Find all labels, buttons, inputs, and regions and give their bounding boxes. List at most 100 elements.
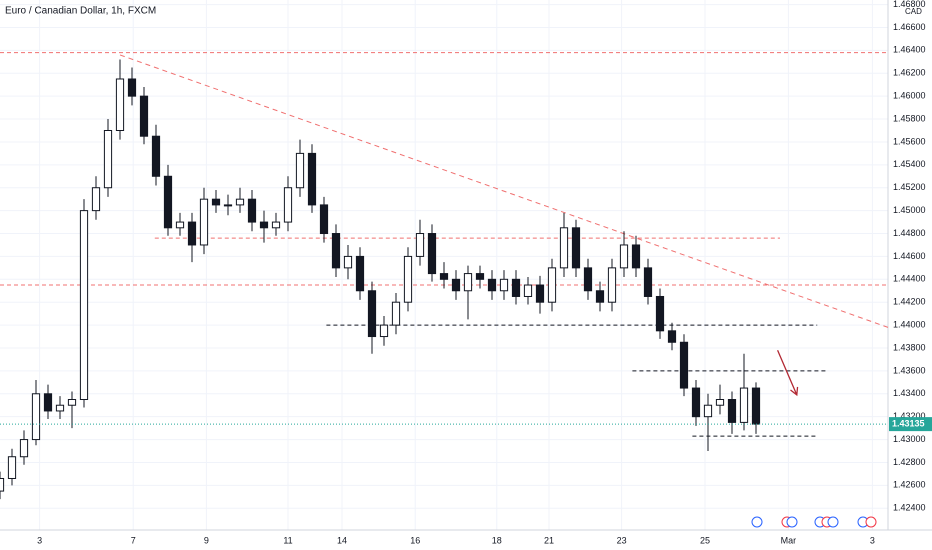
- candle-body: [55, 404, 65, 412]
- x-tick-label: 16: [410, 535, 420, 545]
- y-tick-label: 1.44000: [893, 319, 926, 329]
- y-tick-label: 1.46000: [893, 91, 926, 101]
- candle-body: [247, 198, 257, 223]
- candle-body: [415, 233, 425, 257]
- candle-body: [0, 477, 5, 492]
- last-price-label: 1.43135: [892, 418, 925, 428]
- candle-body: [103, 129, 113, 189]
- candle-body: [79, 210, 89, 401]
- candle-body: [199, 198, 209, 246]
- candle-body: [91, 187, 101, 212]
- candle-body: [403, 255, 413, 303]
- y-tick-label: 1.44200: [893, 297, 926, 307]
- candle-body: [499, 278, 509, 292]
- candle-body: [307, 152, 317, 206]
- event-icons: [751, 516, 877, 528]
- trend-line: [119, 54, 889, 328]
- candle-body: [715, 399, 725, 406]
- candle-body: [691, 387, 701, 418]
- candle-body: [19, 439, 29, 458]
- candle-body: [511, 278, 521, 297]
- candle-body: [235, 198, 245, 206]
- x-tick-label: 18: [492, 535, 502, 545]
- candle-body: [367, 290, 377, 338]
- candle-body: [559, 227, 569, 269]
- candle-body: [43, 393, 53, 412]
- candle-body: [283, 187, 293, 223]
- y-tick-label: 1.42400: [893, 503, 926, 513]
- y-tick-label: 1.45200: [893, 182, 926, 192]
- candle-body: [115, 78, 125, 131]
- candle-body: [127, 78, 137, 97]
- candle-body: [739, 387, 749, 423]
- candle-body: [463, 273, 473, 292]
- candle-body: [67, 399, 77, 406]
- candle-body: [583, 267, 593, 292]
- y-tick-label: 1.44800: [893, 228, 926, 238]
- y-tick-label: 1.46400: [893, 45, 926, 55]
- candle-body: [487, 278, 497, 292]
- candle-body: [343, 255, 353, 269]
- y-tick-label: 1.42600: [893, 480, 926, 490]
- candle-body: [211, 198, 221, 206]
- candle-body: [619, 244, 629, 269]
- y-tick-label: 1.43200: [893, 411, 926, 421]
- y-tick-label: 1.45000: [893, 205, 926, 215]
- candle-body: [175, 221, 185, 229]
- x-tick-label: Mar: [781, 535, 797, 545]
- candle-body: [727, 399, 737, 423]
- candle-body: [355, 255, 365, 292]
- candle-body: [151, 135, 161, 177]
- candle-body: [595, 290, 605, 303]
- y-tick-label: 1.46600: [893, 22, 926, 32]
- candle-body: [667, 330, 677, 343]
- candle-body: [295, 152, 305, 189]
- candle-body: [31, 393, 41, 441]
- candle-body: [391, 301, 401, 326]
- event-icon: [786, 516, 798, 528]
- candle-body: [427, 233, 437, 275]
- candle-body: [655, 295, 665, 332]
- candle-body: [379, 324, 389, 338]
- x-tick-label: 21: [544, 535, 554, 545]
- candle-body: [571, 227, 581, 269]
- y-tick-label: 1.43400: [893, 388, 926, 398]
- candle-body: [631, 244, 641, 269]
- candle-body: [439, 273, 449, 280]
- y-tick-label: 1.44400: [893, 274, 926, 284]
- y-tick-label: 1.43600: [893, 365, 926, 375]
- candle-body: [475, 273, 485, 280]
- x-tick-label: 3: [37, 535, 42, 545]
- x-tick-label: 7: [131, 535, 136, 545]
- y-tick-label: 1.45800: [893, 113, 926, 123]
- x-tick-label: 14: [337, 535, 347, 545]
- candle-body: [187, 221, 197, 246]
- event-icon: [865, 516, 877, 528]
- candle-body: [451, 278, 461, 292]
- candle-body: [523, 284, 533, 297]
- candle-body: [535, 284, 545, 303]
- candle-body: [163, 175, 173, 229]
- y-tick-label: 1.43000: [893, 434, 926, 444]
- event-icon: [751, 516, 763, 528]
- y-tick-label: 1.44600: [893, 251, 926, 261]
- candle-body: [331, 233, 341, 269]
- candle-body: [607, 267, 617, 303]
- currency-label: CAD: [905, 7, 922, 16]
- candle-body: [223, 204, 233, 207]
- candle-body: [643, 267, 653, 297]
- candle-body: [547, 267, 557, 303]
- candle-body: [7, 456, 17, 479]
- arrow: [777, 350, 799, 397]
- y-tick-label: 1.45400: [893, 159, 926, 169]
- x-tick-label: 9: [204, 535, 209, 545]
- candle-body: [703, 404, 713, 418]
- x-tick-label: 11: [283, 535, 292, 545]
- y-tick-label: 1.46200: [893, 68, 926, 78]
- last-price-box: [889, 417, 932, 432]
- chart-title: Euro / Canadian Dollar, 1h, FXCM: [5, 6, 156, 17]
- y-tick-label: 1.43800: [893, 342, 926, 352]
- x-tick-label: 23: [617, 535, 627, 545]
- event-icon: [827, 516, 839, 528]
- x-tick-label: 25: [700, 535, 710, 545]
